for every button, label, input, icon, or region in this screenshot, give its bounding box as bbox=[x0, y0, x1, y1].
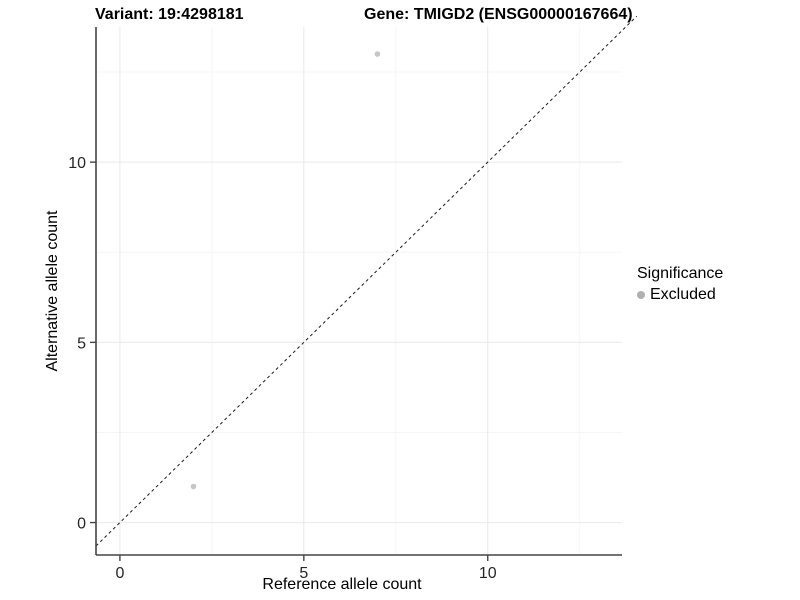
x-tick-label: 5 bbox=[299, 565, 308, 582]
gene-title: Gene: TMIGD2 (ENSG00000167664) bbox=[364, 6, 633, 23]
x-axis-label: Reference allele count bbox=[262, 576, 422, 593]
y-tick-label: 10 bbox=[68, 155, 86, 172]
excluded-dot-icon bbox=[637, 291, 645, 299]
data-point bbox=[374, 51, 381, 57]
identity-reference-line bbox=[95, 15, 638, 547]
data-point bbox=[190, 483, 197, 490]
x-tick-label: 10 bbox=[479, 565, 497, 582]
legend-item-label: Excluded bbox=[650, 286, 716, 303]
legend-title: Significance bbox=[637, 265, 724, 282]
legend-item-excluded: Excluded bbox=[637, 286, 723, 304]
y-axis-label: Alternative allele count bbox=[44, 210, 61, 372]
variant-title: Variant: 19:4298181 bbox=[95, 6, 244, 23]
legend: Significance Excluded bbox=[637, 265, 723, 304]
x-tick-label: 0 bbox=[115, 565, 124, 582]
y-tick-label: 0 bbox=[77, 516, 86, 533]
y-tick-label: 5 bbox=[77, 335, 86, 352]
